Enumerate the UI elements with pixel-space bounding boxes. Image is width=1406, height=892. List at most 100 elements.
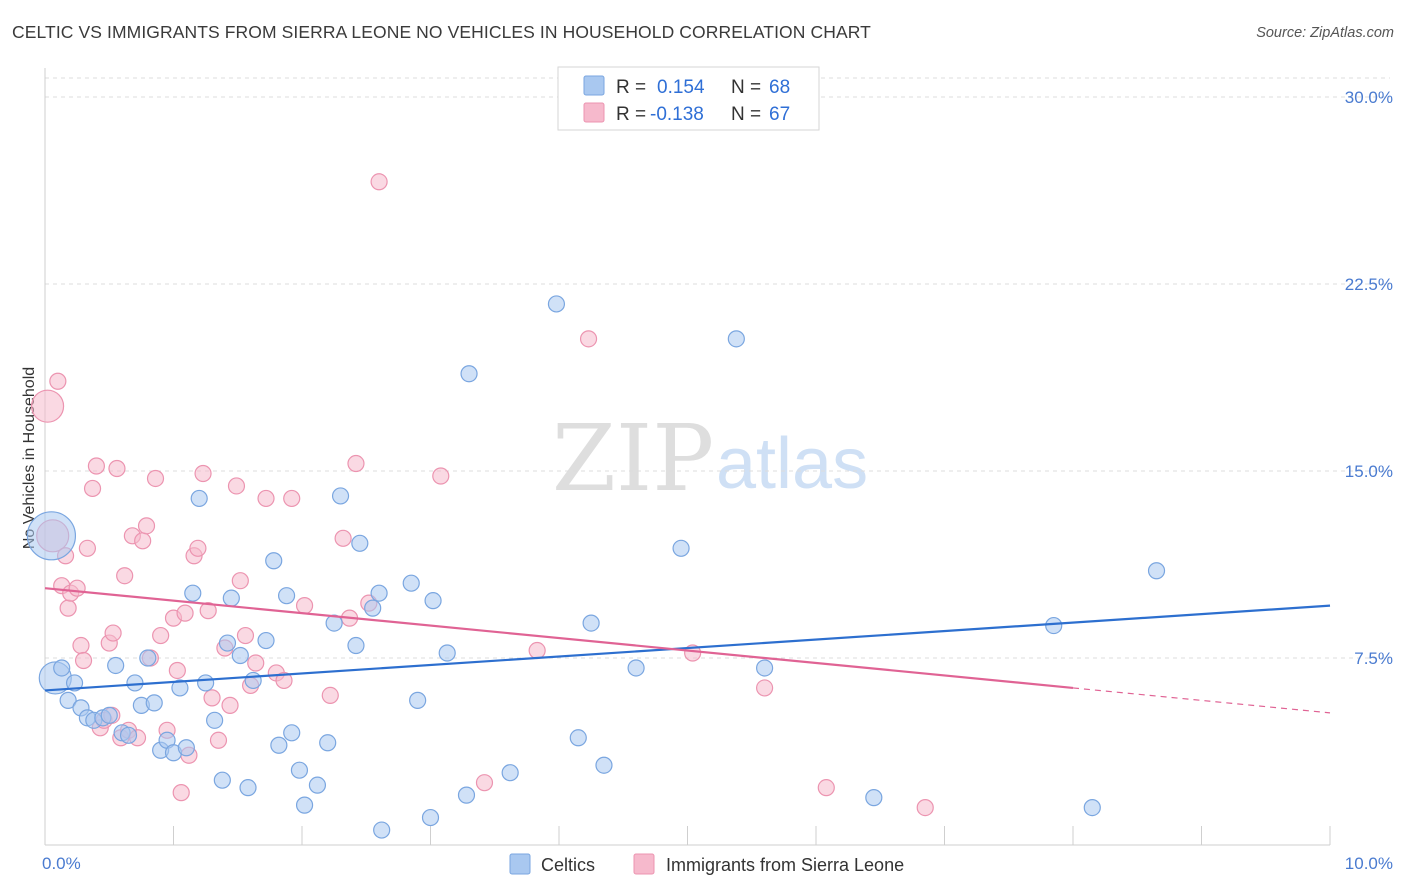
immigrants-point-63 — [755, 679, 774, 697]
legend-swatch-celtics — [583, 75, 605, 96]
legend-r-value-celtics: 0.154 — [657, 77, 705, 98]
immigrants-point-5 — [59, 599, 77, 617]
immigrants-point-51 — [295, 597, 314, 615]
celtics-point-16 — [145, 694, 163, 712]
immigrants-point-39 — [209, 731, 228, 749]
immigrants-point-64 — [817, 779, 835, 797]
bottom-legend-label-immigrants: Immigrants from Sierra Leone — [666, 855, 904, 875]
legend-swatch-immigrants — [583, 102, 605, 123]
celtics-point-10 — [107, 656, 125, 675]
celtics-point-15 — [139, 649, 157, 667]
celtics-point-64 — [865, 789, 883, 807]
source-label: Source: ZipAtlas.com — [1256, 25, 1394, 41]
legend-r-label-celtics: R = — [616, 77, 646, 98]
celtics-point-47 — [373, 821, 391, 839]
y-tick-label-0: 7.5% — [1354, 649, 1393, 668]
celtics-point-12 — [119, 726, 138, 744]
immigrants-point-26 — [146, 469, 165, 488]
celtics-point-9 — [100, 706, 118, 724]
celtics-point-36 — [283, 724, 301, 742]
immigrants-point-61 — [579, 330, 598, 348]
celtics-point-41 — [325, 614, 343, 632]
trend-line-celtics — [44, 604, 1331, 692]
celtics-point-45 — [364, 599, 382, 617]
celtics-point-52 — [438, 644, 456, 662]
immigrants-point-49 — [275, 671, 293, 690]
y-tick-label-2: 22.5% — [1345, 275, 1393, 294]
immigrants-point-24 — [137, 517, 156, 535]
series-legend: Celtics Immigrants from Sierra Leone — [509, 853, 904, 875]
celtics-point-25 — [206, 711, 224, 729]
bottom-legend-swatch-celtics — [509, 853, 531, 875]
celtics-point-37 — [290, 761, 309, 779]
celtics-point-50 — [421, 808, 440, 827]
immigrants-point-17 — [108, 459, 126, 478]
celtics-point-23 — [190, 489, 208, 508]
celtics-point-46 — [370, 584, 388, 602]
celtics-point-0 — [26, 511, 77, 561]
celtics-point-57 — [569, 729, 587, 747]
celtics-point-42 — [331, 487, 350, 505]
immigrants-point-35 — [189, 539, 207, 557]
immigrants-point-32 — [176, 604, 194, 622]
celtics-point-65 — [1045, 616, 1063, 635]
immigrants-point-9 — [74, 651, 93, 670]
celtics-point-21 — [177, 739, 195, 757]
bottom-legend-label-celtics: Celtics — [541, 855, 595, 875]
celtics-point-20 — [171, 679, 189, 697]
legend-r-label-immigrants: R = — [616, 104, 646, 125]
immigrants-point-38 — [203, 689, 221, 707]
celtics-point-13 — [126, 674, 144, 692]
immigrants-point-23 — [134, 532, 152, 550]
immigrants-point-44 — [236, 626, 255, 645]
x-tick-labels: 0.0% 10.0% — [42, 854, 1393, 873]
y-tick-labels: 7.5% 15.0% 22.5% 30.0% — [1345, 88, 1393, 668]
legend-n-value-immigrants: 67 — [769, 104, 790, 125]
celtics-point-60 — [627, 659, 645, 677]
legend-n-label-celtics: N = — [731, 77, 761, 98]
immigrants-point-41 — [221, 696, 239, 714]
celtics-point-66 — [1083, 798, 1101, 817]
immigrants-point-27 — [152, 626, 170, 645]
celtics-point-26 — [213, 771, 231, 789]
celtics-point-59 — [595, 756, 613, 774]
immigrants-point-36 — [194, 464, 212, 483]
immigrants-point-37 — [199, 602, 217, 620]
celtics-point-44 — [351, 534, 369, 552]
celtics-point-33 — [265, 552, 283, 570]
immigrants-point-50 — [283, 489, 301, 508]
immigrants-point-16 — [104, 624, 122, 642]
immigrants-point-10 — [78, 539, 97, 557]
grid-lines — [45, 77, 1390, 659]
celtics-point-2 — [53, 659, 71, 677]
legend-n-label-immigrants: N = — [731, 104, 761, 125]
immigrants-point-53 — [334, 529, 352, 547]
celtics-point-63 — [755, 659, 774, 677]
celtics-point-62 — [727, 330, 745, 348]
celtics-point-35 — [277, 587, 296, 605]
celtics-point-40 — [319, 734, 337, 752]
series-celtics-points — [26, 295, 1166, 839]
celtics-point-38 — [295, 796, 314, 814]
immigrants-point-46 — [247, 654, 265, 672]
celtics-point-32 — [257, 631, 275, 650]
x-tick-label-0: 0.0% — [42, 854, 81, 873]
celtics-point-53 — [457, 786, 476, 804]
immigrants-point-31 — [172, 784, 190, 802]
trend-line-immigrants — [44, 587, 1074, 690]
immigrants-point-12 — [87, 457, 106, 475]
watermark-atlas: atlas — [716, 424, 868, 504]
celtics-point-51 — [424, 592, 442, 610]
correlation-legend: R = 0.154 N = 68 R = -0.138 N = 67 — [557, 66, 820, 131]
celtics-point-48 — [402, 574, 420, 592]
celtics-point-58 — [582, 614, 600, 632]
bottom-legend-swatch-immigrants — [633, 853, 655, 875]
celtics-point-61 — [672, 539, 690, 557]
celtics-point-43 — [347, 636, 365, 655]
x-tick-label-1: 10.0% — [1345, 854, 1393, 873]
immigrants-point-30 — [168, 661, 186, 680]
celtics-point-22 — [184, 584, 202, 602]
y-tick-label-1: 15.0% — [1345, 462, 1393, 481]
immigrants-point-11 — [83, 479, 102, 498]
